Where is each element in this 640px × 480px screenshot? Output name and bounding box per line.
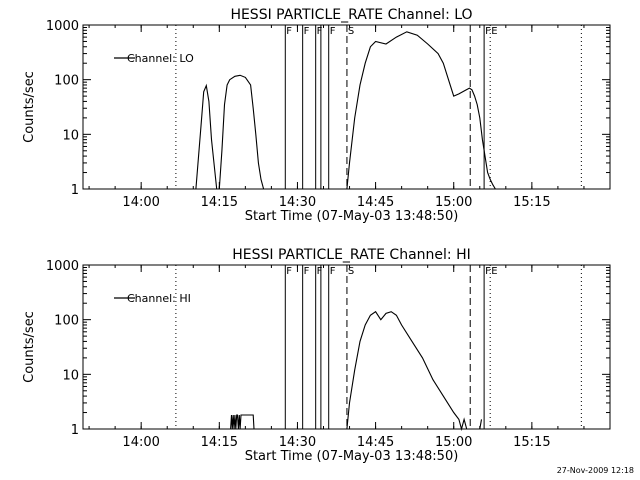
x-tick-label: 15:15: [513, 195, 550, 210]
chart-panel-2: HESSI PARTICLE_RATE Channel: HI 1 10 100 100…: [22, 247, 611, 464]
event-marker-label: S: [348, 26, 354, 37]
x-axis-label: Start Time (07-May-03 13:48:50): [245, 209, 459, 224]
x-tick-label: 14:45: [357, 195, 394, 210]
y-tick-label: 1: [71, 423, 79, 438]
y-tick-label: 10: [62, 128, 79, 143]
data-series-line-1: [195, 74, 265, 190]
data-series-line-1: [230, 414, 255, 430]
x-tick-label: 15:00: [435, 195, 472, 210]
chart-title: HESSI PARTICLE_RATE Channel: HI: [232, 247, 470, 263]
x-tick-label: 14:45: [357, 435, 394, 450]
x-tick-label: 14:00: [122, 435, 159, 450]
event-marker-label: F: [330, 26, 336, 37]
event-marker-label: F: [485, 266, 491, 277]
legend-label: Channel: HI: [127, 292, 191, 305]
x-tick-label: 15:15: [513, 435, 550, 450]
y-tick-label: 100: [54, 74, 79, 89]
y-axis-label: Counts/sec: [22, 71, 37, 143]
event-marker-label: F: [304, 26, 310, 37]
x-axis-label: Start Time (07-May-03 13:48:50): [245, 449, 459, 464]
event-marker-label: E: [491, 266, 497, 277]
x-tick-label: 14:15: [201, 195, 238, 210]
x-tick-label: 14:00: [122, 195, 159, 210]
event-marker-label: F: [485, 26, 491, 37]
chart-title: HESSI PARTICLE_RATE Channel: LO: [230, 7, 472, 23]
event-marker-label: S: [348, 266, 354, 277]
event-marker-label: F: [286, 266, 292, 277]
event-marker-label: F: [330, 266, 336, 277]
event-marker-label: E: [491, 26, 497, 37]
event-marker-label: F: [317, 266, 323, 277]
event-marker-label: F: [317, 26, 323, 37]
y-tick-label: 100: [54, 314, 79, 329]
x-tick-label: 14:15: [201, 435, 238, 450]
y-tick-label: 10: [62, 368, 79, 383]
data-series-line-2: [346, 31, 496, 190]
event-marker-label: F: [286, 26, 292, 37]
y-tick-label: 1000: [46, 19, 79, 34]
x-tick-label: 15:00: [435, 435, 472, 450]
event-marker-label: F: [304, 266, 310, 277]
legend-label: Channel: LO: [127, 52, 194, 65]
footer-timestamp: 27-Nov-2009 12:18: [556, 466, 634, 475]
y-tick-label: 1: [71, 183, 79, 198]
y-tick-label: 1000: [46, 259, 79, 274]
x-tick-label: 14:30: [279, 435, 316, 450]
data-series-line-2: [346, 310, 483, 432]
y-axis-label: Counts/sec: [22, 311, 37, 383]
chart-panel-1: HESSI PARTICLE_RATE Channel: LO 1 10 100 100…: [22, 7, 611, 224]
x-tick-label: 14:30: [279, 195, 316, 210]
